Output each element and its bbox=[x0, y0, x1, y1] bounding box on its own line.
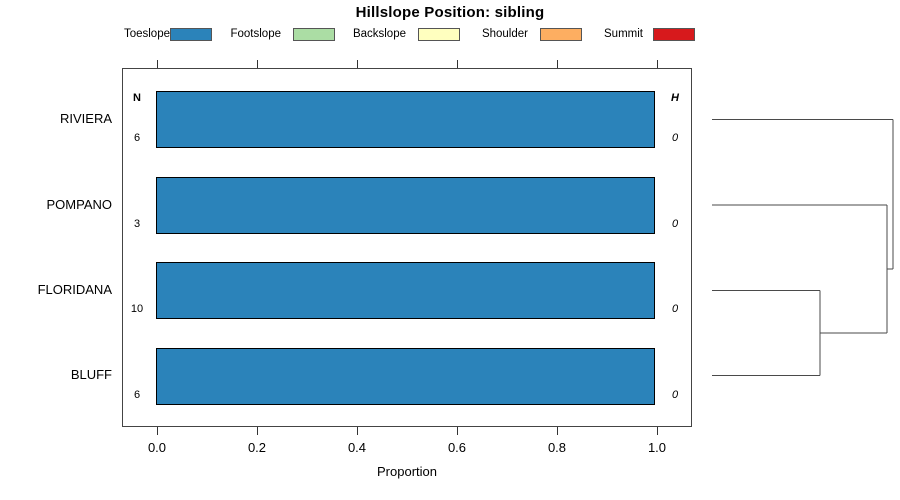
legend-label-shoulder: Shoulder bbox=[481, 28, 528, 40]
bottom-tick bbox=[657, 427, 658, 435]
h-column-header: H bbox=[671, 92, 679, 104]
bottom-tick bbox=[157, 427, 158, 435]
h-value-floridana: 0 bbox=[671, 303, 679, 315]
legend-swatch-footslope bbox=[293, 28, 335, 41]
legend-label-toeslope: Toeslope bbox=[123, 28, 170, 40]
x-tick-label: 0.8 bbox=[547, 440, 567, 455]
chart-title: Hillslope Position: sibling bbox=[355, 4, 545, 21]
legend-label-footslope: Footslope bbox=[230, 28, 281, 40]
h-value-bluff: 0 bbox=[671, 389, 679, 401]
x-tick-label: 0.6 bbox=[447, 440, 467, 455]
top-tick bbox=[657, 60, 658, 68]
x-tick-label: 0.0 bbox=[147, 440, 167, 455]
legend-swatch-shoulder bbox=[540, 28, 582, 41]
row-label-pompano: POMPANO bbox=[46, 197, 113, 212]
bottom-tick bbox=[357, 427, 358, 435]
row-label-floridana: FLORIDANA bbox=[37, 282, 112, 297]
n-value-bluff: 6 bbox=[133, 389, 141, 401]
top-tick bbox=[457, 60, 458, 68]
top-tick bbox=[257, 60, 258, 68]
h-value-pompano: 0 bbox=[671, 218, 679, 230]
bottom-tick bbox=[457, 427, 458, 435]
legend-label-backslope: Backslope bbox=[352, 28, 406, 40]
x-tick-label: 0.4 bbox=[347, 440, 367, 455]
legend-swatch-summit bbox=[653, 28, 695, 41]
x-axis-title: Proportion bbox=[377, 464, 437, 479]
row-label-bluff: BLUFF bbox=[70, 367, 112, 382]
bottom-tick bbox=[557, 427, 558, 435]
bar-pompano bbox=[156, 176, 655, 234]
row-label-riviera: RIVIERA bbox=[59, 111, 112, 126]
n-column-header: N bbox=[133, 92, 141, 104]
x-tick-label: 1.0 bbox=[647, 440, 667, 455]
top-tick bbox=[157, 60, 158, 68]
top-tick bbox=[557, 60, 558, 68]
top-tick bbox=[357, 60, 358, 68]
x-tick-label: 0.2 bbox=[247, 440, 267, 455]
bar-bluff bbox=[156, 347, 655, 405]
bottom-tick bbox=[257, 427, 258, 435]
n-value-pompano: 3 bbox=[133, 218, 141, 230]
legend-swatch-toeslope bbox=[170, 28, 212, 41]
n-value-riviera: 6 bbox=[133, 132, 141, 144]
legend-swatch-backslope bbox=[418, 28, 460, 41]
h-value-riviera: 0 bbox=[671, 132, 679, 144]
dendrogram bbox=[712, 119, 894, 376]
legend-label-summit: Summit bbox=[604, 28, 643, 40]
bar-riviera bbox=[156, 91, 655, 148]
bar-floridana bbox=[156, 262, 655, 319]
n-value-floridana: 10 bbox=[130, 303, 144, 315]
